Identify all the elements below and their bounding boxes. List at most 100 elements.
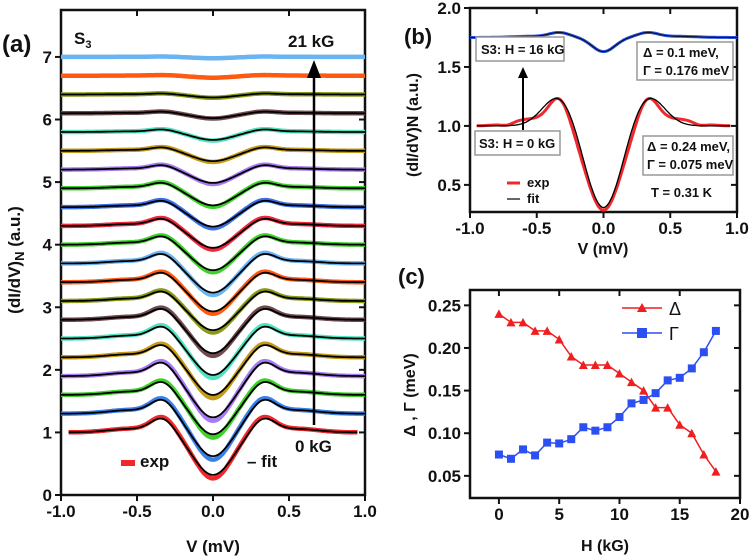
annotation-box bbox=[642, 135, 734, 176]
fit-curve bbox=[60, 381, 366, 436]
x-tick-label: 1.0 bbox=[725, 219, 749, 238]
arrow-head-icon bbox=[307, 60, 321, 78]
x-tick-label: 0.5 bbox=[658, 219, 682, 238]
x-axis-label: V (mV) bbox=[186, 537, 240, 556]
y-tick-label: 0 bbox=[43, 486, 52, 505]
data-point-delta bbox=[494, 309, 504, 318]
y-tick-label: 6 bbox=[43, 111, 52, 130]
data-point-gamma bbox=[699, 348, 708, 357]
params-16kG-gamma: Γ = 0.176 meV bbox=[643, 63, 730, 78]
panel-b-label: (b) bbox=[404, 24, 432, 49]
y-tick-label: 2.0 bbox=[437, 0, 461, 18]
y-tick-label: 3 bbox=[43, 298, 52, 317]
sample-label: S3 bbox=[74, 29, 91, 51]
data-point-delta bbox=[639, 386, 649, 395]
data-point-delta bbox=[627, 377, 637, 387]
arrow-head-icon bbox=[518, 67, 528, 78]
data-point-delta bbox=[711, 467, 721, 476]
y-tick-label: 2 bbox=[43, 361, 52, 380]
data-point-gamma bbox=[687, 364, 696, 373]
data-point-gamma bbox=[651, 389, 660, 398]
x-axis-label: V (mV) bbox=[578, 241, 629, 258]
x-tick-label: 0 bbox=[494, 505, 503, 524]
y-tick-label: 0.25 bbox=[428, 296, 461, 315]
panel-c-label: (c) bbox=[398, 264, 425, 289]
plot-frame bbox=[468, 288, 742, 500]
data-point-delta bbox=[542, 326, 552, 335]
data-point-delta bbox=[663, 403, 673, 412]
annotation-16kG: S3: H = 16 kG bbox=[481, 42, 564, 57]
data-point-gamma bbox=[531, 451, 540, 460]
annotation-0kG: S3: H = 0 kG bbox=[479, 136, 555, 151]
fit-curve bbox=[61, 146, 365, 162]
y-tick-label: 5 bbox=[43, 173, 52, 192]
field-bottom-label: 0 kG bbox=[295, 437, 332, 456]
x-tick-label: 20 bbox=[731, 505, 749, 524]
data-point-gamma bbox=[555, 439, 564, 448]
x-tick-label: 5 bbox=[554, 505, 563, 524]
panel-c: (c) H (kG) Δ , Γ (meV) 0 5 10 15 20 0.05 0.10 0… bbox=[398, 264, 749, 555]
x-tick-label: 0.5 bbox=[277, 502, 301, 521]
legend-exp-swatch bbox=[121, 460, 135, 466]
y-tick-label: 1 bbox=[43, 423, 52, 442]
data-point-gamma bbox=[579, 423, 588, 432]
field-top-label: 21 kG bbox=[288, 32, 334, 51]
exp-curve bbox=[61, 54, 365, 61]
x-tick-label: 1.0 bbox=[353, 502, 377, 521]
data-point-gamma bbox=[711, 326, 720, 335]
annotation-box bbox=[474, 130, 561, 156]
params-0kG-delta: Δ = 0.24 meV, bbox=[647, 139, 730, 154]
panel-a: (a) S3 21 kG 0 kG exp – fit V (mV) (dI/d… bbox=[2, 8, 377, 556]
x-tick-label: -1.0 bbox=[46, 502, 75, 521]
data-point-delta bbox=[699, 450, 709, 459]
data-point-delta bbox=[614, 369, 624, 378]
fit-curve bbox=[61, 361, 365, 419]
data-point-delta bbox=[675, 420, 685, 429]
y-tick-label: 1.5 bbox=[437, 58, 461, 77]
data-point-gamma bbox=[494, 450, 503, 459]
data-point-delta bbox=[530, 326, 540, 335]
data-point-gamma bbox=[603, 423, 612, 432]
data-point-gamma bbox=[663, 376, 672, 385]
legend-label: Γ bbox=[669, 324, 679, 344]
params-16kG-delta: Δ = 0.1 meV, bbox=[643, 45, 719, 60]
legend-label: Δ bbox=[669, 299, 681, 319]
data-point-delta bbox=[602, 360, 612, 370]
data-point-delta bbox=[687, 428, 697, 438]
x-tick-label: -1.0 bbox=[455, 219, 484, 238]
legend-exp-label: exp bbox=[527, 175, 549, 190]
exp-curve bbox=[61, 144, 365, 165]
data-point-gamma bbox=[591, 426, 600, 435]
legend-fit-label: fit bbox=[527, 191, 540, 206]
x-tick-label: -0.5 bbox=[122, 502, 151, 521]
legend-marker-gamma bbox=[637, 328, 647, 338]
exp-curve bbox=[61, 233, 365, 275]
series-line-gamma bbox=[498, 330, 717, 460]
y-tick-label: 1.0 bbox=[437, 117, 461, 136]
y-axis-label: (dI/dV)N (a.u.) bbox=[405, 73, 422, 177]
y-tick-label: 0.05 bbox=[428, 467, 461, 486]
y-tick-label: 0.5 bbox=[437, 176, 461, 195]
params-0kG-gamma: Γ = 0.075 meV bbox=[647, 157, 734, 172]
x-tick-label: 10 bbox=[610, 505, 629, 524]
data-point-delta bbox=[554, 334, 564, 344]
x-axis-label: H (kG) bbox=[581, 538, 629, 555]
x-tick-label: 15 bbox=[670, 505, 689, 524]
y-tick-label: 7 bbox=[43, 48, 52, 67]
panel-b: (b) V (mV) (dI/dV)N (a.u.) -1.0 -0.5 0.0 0.… bbox=[404, 0, 749, 258]
data-point-delta bbox=[506, 317, 516, 327]
data-point-gamma bbox=[627, 399, 636, 408]
fit-curve bbox=[68, 417, 358, 476]
annotation-box bbox=[475, 36, 565, 62]
y-tick-label: 0.10 bbox=[428, 424, 461, 443]
data-point-gamma bbox=[639, 395, 648, 404]
y-axis-label: (dI/dV)N (a.u.) bbox=[5, 206, 27, 314]
data-point-gamma bbox=[615, 413, 624, 422]
legend-exp-label: exp bbox=[140, 452, 169, 471]
data-point-delta bbox=[566, 351, 576, 361]
data-point-gamma bbox=[506, 454, 515, 463]
fit-curve bbox=[61, 128, 365, 141]
data-point-gamma bbox=[567, 435, 576, 444]
y-tick-label: 0.15 bbox=[428, 382, 461, 401]
x-tick-label: 0.0 bbox=[592, 219, 616, 238]
